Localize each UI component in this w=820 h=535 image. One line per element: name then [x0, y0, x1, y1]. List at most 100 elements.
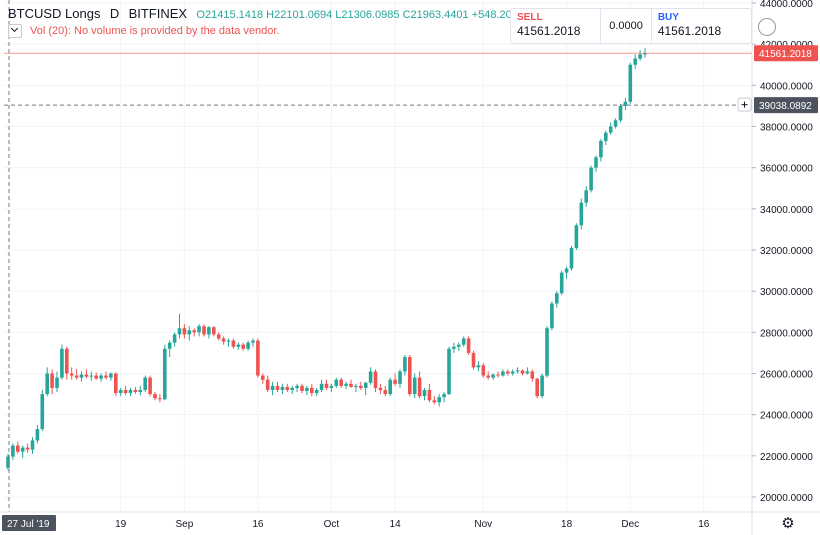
chart-options-icon[interactable] [758, 18, 776, 36]
candle-body [584, 190, 588, 203]
candle-body [383, 389, 388, 395]
crosshair-price-label: 39038.0892 [759, 101, 812, 112]
candle-body [559, 272, 564, 294]
candle-body [535, 378, 539, 397]
time-label: 16 [252, 519, 264, 530]
candle-body [599, 140, 603, 158]
last-price-tag [754, 45, 818, 62]
price-label: 38000.0000 [760, 123, 813, 134]
candle-body [398, 371, 402, 384]
candle-body [89, 375, 94, 377]
candle-body [506, 371, 510, 374]
candle-body [555, 293, 559, 304]
candle-body [109, 373, 113, 378]
price-label: 40000.0000 [760, 81, 813, 92]
price-label: 22000.0000 [760, 452, 813, 463]
candle-body [344, 383, 348, 386]
candle-body [314, 389, 319, 394]
candle-body [550, 303, 554, 329]
candle-body [452, 346, 456, 349]
candle-body [275, 385, 280, 390]
symbol-name[interactable]: BTCUSD Longs [8, 6, 101, 21]
candle-body [104, 375, 108, 378]
candle-body [148, 377, 152, 395]
sell-price: 41561.2018 [517, 24, 581, 38]
candle-body [643, 53, 647, 55]
candle-body [334, 379, 339, 386]
sell-button[interactable]: SELL 41561.2018 [511, 9, 600, 43]
candle-body [486, 375, 490, 378]
candle-body [138, 389, 143, 393]
time-axis[interactable]: 19 Sep 16 Oct 14 Nov 18 Dec 16 27 Jul '19 [0, 511, 820, 535]
candle-body [427, 389, 432, 401]
gear-icon[interactable]: ⚙ [781, 515, 795, 532]
candle-body [466, 338, 471, 353]
candle-body [368, 371, 373, 383]
price-label: 30000.0000 [760, 287, 813, 298]
candle-body [20, 447, 25, 452]
candle-body [35, 429, 40, 441]
candle-body [123, 389, 128, 394]
candle-body [221, 338, 226, 342]
trade-panel: SELL 41561.2018 0.0000 BUY 41561.2018 [510, 8, 752, 44]
candle-body [30, 440, 35, 450]
symbol-legend[interactable]: BTCUSD Longs D BITFINEX O21415.1418 H221… [8, 6, 572, 21]
buy-label: BUY [657, 12, 679, 23]
candle-body [510, 371, 515, 374]
candle-body [69, 373, 74, 376]
candle-body [74, 375, 79, 378]
candle-body [290, 387, 294, 390]
candle-body [388, 379, 392, 395]
candle-body [618, 105, 623, 121]
candle-body [128, 389, 133, 394]
candle-body [256, 340, 260, 376]
candle-body [324, 383, 329, 388]
grid-lines [4, 0, 752, 512]
candle-body [187, 330, 192, 335]
candle-body [545, 328, 549, 376]
candle-body [133, 389, 138, 393]
price-label: 26000.0000 [760, 370, 813, 381]
crosshair-time-tag [2, 515, 56, 531]
candle-body [520, 370, 525, 374]
candle-body [373, 371, 378, 388]
candle-body [65, 348, 69, 374]
candle-body [608, 126, 613, 133]
candle-body [197, 326, 201, 333]
candle-body [530, 371, 535, 379]
candle-body [241, 344, 245, 349]
price-label: 20000.0000 [760, 493, 813, 504]
candle-body [45, 373, 49, 395]
last-price-label: 41561.2018 [759, 49, 812, 60]
candle-body [378, 387, 383, 390]
buy-button[interactable]: BUY 41561.2018 [652, 9, 751, 43]
candle-body [354, 385, 358, 387]
candle-body [525, 371, 530, 374]
candle-body [628, 64, 633, 102]
candle-body [177, 328, 182, 335]
candle-body [623, 101, 628, 106]
candle-body [437, 397, 441, 403]
price-axis[interactable]: 20000.0000 22000.0000 24000.0000 26000.0000… [737, 0, 820, 512]
candle-body [393, 379, 397, 384]
candle-body [99, 375, 103, 379]
candle-body [231, 340, 236, 347]
candlestick-series [6, 48, 647, 471]
candle-body [569, 247, 574, 269]
candle-body [236, 344, 241, 347]
candle-body [295, 385, 299, 388]
price-label: 28000.0000 [760, 328, 813, 339]
candle-body [496, 374, 500, 376]
candle-body [305, 387, 309, 391]
candle-body [461, 338, 466, 345]
candle-body [501, 371, 505, 376]
price-label: 34000.0000 [760, 205, 813, 216]
candle-body [589, 167, 593, 191]
crosshair-time-label: 27 Jul '19 [7, 519, 50, 530]
interval-label: D [109, 6, 120, 21]
time-label: 16 [698, 519, 710, 530]
candle-body [143, 377, 147, 390]
chevron-down-icon[interactable] [8, 24, 22, 38]
chart-overlays [4, 0, 752, 512]
